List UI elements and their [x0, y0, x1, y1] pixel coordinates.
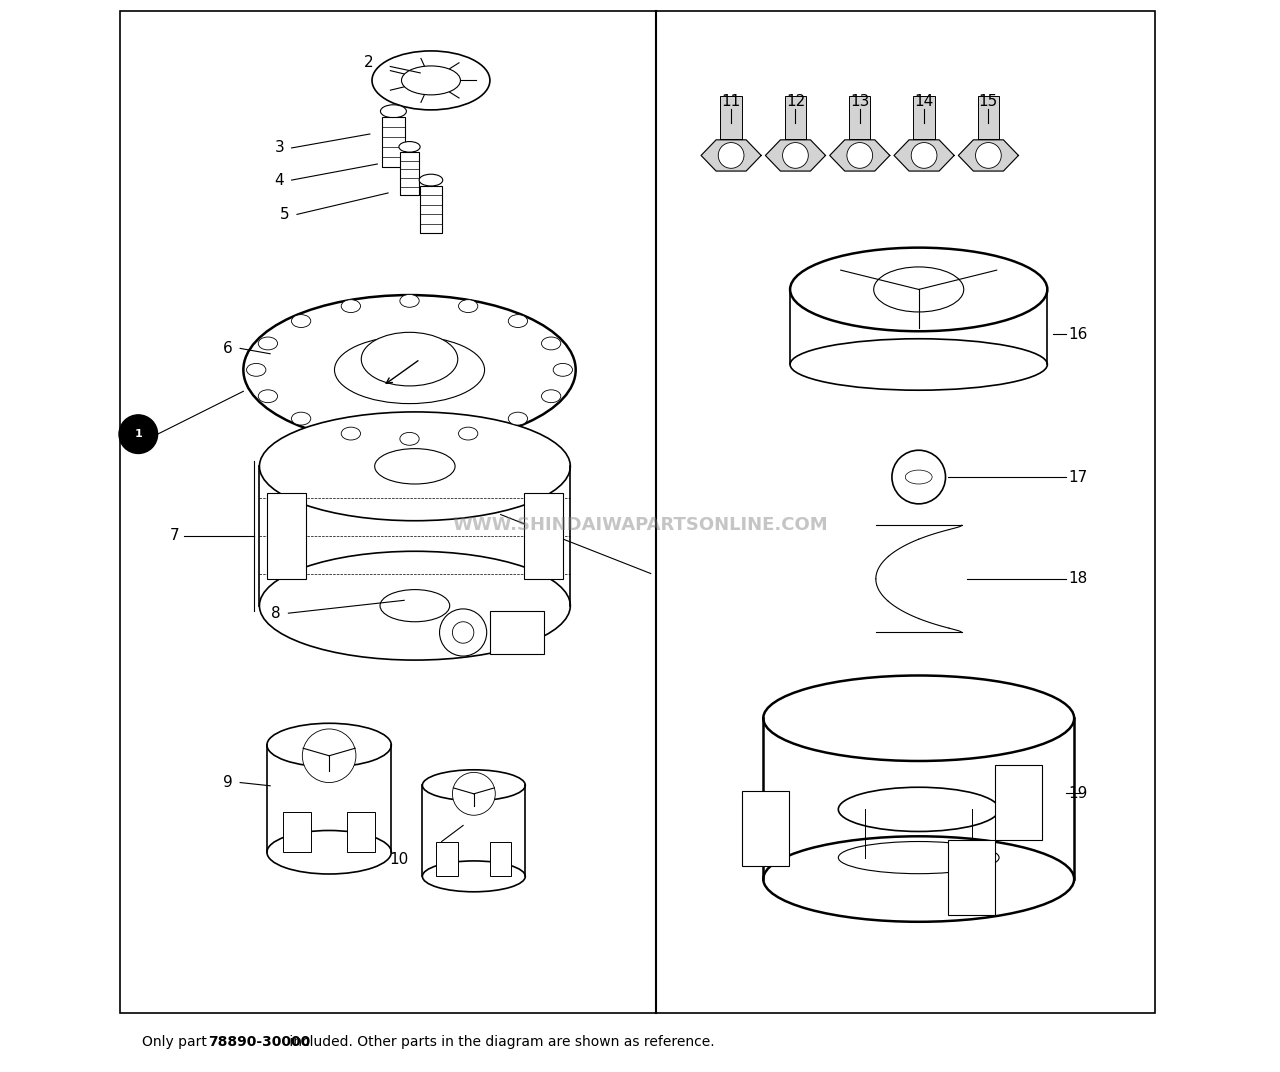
Ellipse shape — [790, 339, 1047, 390]
Ellipse shape — [259, 390, 278, 403]
Text: 8: 8 — [271, 606, 280, 621]
Ellipse shape — [268, 724, 392, 766]
Bar — [381, 118, 406, 167]
Bar — [490, 611, 544, 654]
Bar — [914, 96, 934, 139]
Text: 13: 13 — [850, 94, 869, 109]
Polygon shape — [765, 139, 826, 172]
Ellipse shape — [247, 363, 266, 376]
Bar — [436, 843, 458, 877]
Text: Only part: Only part — [142, 1034, 211, 1049]
Circle shape — [302, 729, 356, 783]
Ellipse shape — [259, 337, 278, 349]
Ellipse shape — [342, 300, 361, 313]
Polygon shape — [701, 139, 762, 172]
Circle shape — [439, 609, 486, 656]
Ellipse shape — [334, 336, 485, 403]
Ellipse shape — [375, 449, 456, 485]
Bar — [347, 812, 375, 852]
Bar — [399, 152, 419, 195]
Text: 15: 15 — [979, 94, 998, 109]
Bar — [995, 765, 1042, 840]
Ellipse shape — [763, 675, 1074, 761]
Circle shape — [911, 143, 937, 168]
Text: 4: 4 — [274, 173, 284, 188]
Bar — [742, 791, 790, 866]
Ellipse shape — [243, 295, 576, 445]
Ellipse shape — [399, 432, 419, 445]
Text: 10: 10 — [389, 852, 408, 867]
Bar — [268, 493, 306, 579]
Circle shape — [452, 772, 495, 815]
Ellipse shape — [399, 142, 420, 152]
Polygon shape — [829, 139, 890, 172]
Ellipse shape — [541, 390, 561, 403]
Text: 78890-30000: 78890-30000 — [207, 1034, 310, 1049]
Ellipse shape — [361, 332, 458, 386]
Polygon shape — [959, 139, 1019, 172]
Ellipse shape — [380, 105, 407, 118]
Circle shape — [975, 143, 1001, 168]
Ellipse shape — [422, 861, 525, 892]
Circle shape — [119, 415, 157, 453]
Bar — [721, 96, 742, 139]
Ellipse shape — [399, 295, 419, 308]
Text: 3: 3 — [274, 140, 284, 155]
Ellipse shape — [458, 300, 477, 313]
Bar — [948, 839, 996, 914]
Ellipse shape — [292, 314, 311, 327]
Ellipse shape — [402, 66, 461, 95]
Text: 9: 9 — [223, 775, 233, 790]
Bar — [785, 96, 806, 139]
Text: 14: 14 — [914, 94, 933, 109]
Bar — [283, 812, 311, 852]
Ellipse shape — [458, 427, 477, 440]
Text: 16: 16 — [1069, 327, 1088, 342]
Ellipse shape — [342, 427, 361, 440]
Ellipse shape — [838, 842, 1000, 874]
Ellipse shape — [292, 413, 311, 426]
Text: 18: 18 — [1069, 571, 1088, 586]
Text: 19: 19 — [1069, 786, 1088, 801]
Text: WWW.SHINDAIWAPARTSONLINE.COM: WWW.SHINDAIWAPARTSONLINE.COM — [452, 517, 828, 534]
Ellipse shape — [508, 413, 527, 426]
Circle shape — [782, 143, 808, 168]
Ellipse shape — [260, 412, 571, 521]
Circle shape — [452, 622, 474, 643]
Ellipse shape — [874, 267, 964, 312]
Ellipse shape — [905, 470, 932, 483]
Text: 12: 12 — [786, 94, 805, 109]
Polygon shape — [893, 139, 954, 172]
Circle shape — [847, 143, 873, 168]
Ellipse shape — [422, 770, 525, 801]
Ellipse shape — [260, 551, 571, 660]
Ellipse shape — [268, 831, 392, 874]
Bar — [525, 493, 563, 579]
Text: 5: 5 — [280, 207, 289, 222]
Ellipse shape — [763, 836, 1074, 922]
Text: 1: 1 — [134, 429, 142, 440]
Ellipse shape — [380, 590, 449, 622]
Ellipse shape — [838, 787, 1000, 832]
Ellipse shape — [372, 50, 490, 110]
Bar — [490, 843, 511, 877]
Text: included. Other parts in the diagram are shown as reference.: included. Other parts in the diagram are… — [285, 1034, 714, 1049]
Ellipse shape — [419, 174, 443, 185]
Ellipse shape — [790, 248, 1047, 331]
Text: 2: 2 — [364, 55, 374, 70]
Text: 11: 11 — [722, 94, 741, 109]
Bar — [849, 96, 870, 139]
Text: 17: 17 — [1069, 470, 1088, 485]
Ellipse shape — [508, 314, 527, 327]
Bar — [420, 185, 442, 233]
Circle shape — [892, 450, 946, 504]
Circle shape — [718, 143, 744, 168]
Bar — [978, 96, 1000, 139]
Ellipse shape — [541, 337, 561, 349]
Text: 6: 6 — [223, 341, 233, 356]
Text: 7: 7 — [169, 528, 179, 544]
Ellipse shape — [553, 363, 572, 376]
